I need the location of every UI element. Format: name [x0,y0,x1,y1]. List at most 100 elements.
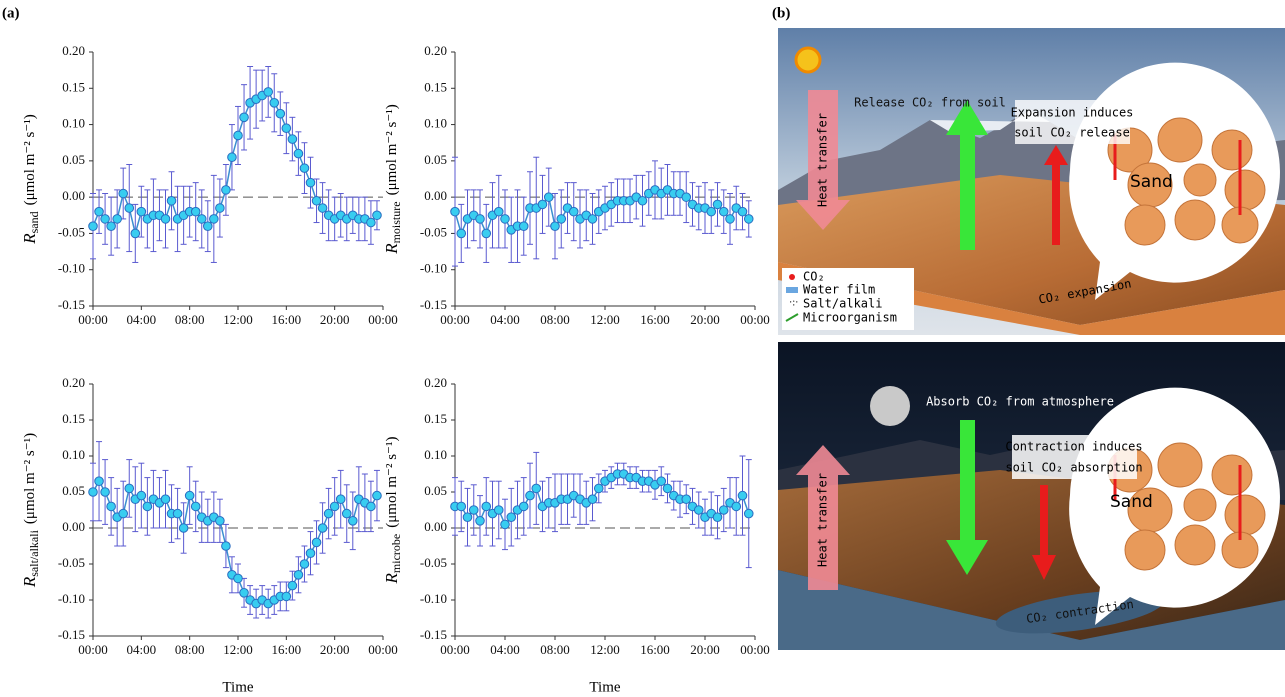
data-point [341,508,352,519]
data-point [537,199,548,210]
y-tick-label: 0.10 [424,116,447,131]
sun [794,46,822,74]
data-point [366,217,376,228]
data-point [493,505,504,515]
legend-label: Microorganism [803,311,897,325]
x-tick-label: 00:00 [78,312,108,327]
induces-label: Contraction induces [1005,440,1142,454]
y-tick-label: -0.10 [58,591,85,606]
y-tick-label: 0.20 [62,43,85,58]
data-point [281,591,292,602]
data-point [299,559,310,569]
y-tick-label: -0.15 [58,297,85,312]
legend-label: Salt/alkali [803,297,882,311]
data-point [100,214,110,224]
x-tick-label: 04:00 [127,642,157,657]
data-point [124,203,135,213]
x-tick-label: 00:00 [740,312,770,327]
sand-label: Sand [1110,492,1153,512]
y-label-symbol: R [382,243,401,255]
data-point [88,221,98,231]
data-point [269,98,280,108]
data-point [518,501,529,512]
data-point [737,206,748,217]
data-point [693,505,704,515]
x-tick-label: 12:00 [223,642,253,657]
data-point [94,206,104,217]
x-tick-label: 04:00 [127,312,157,327]
data-point [263,87,274,97]
sand-label: Sand [1130,172,1173,192]
y-label-subscript: sand [27,211,41,233]
data-point [656,476,667,487]
data-point [190,501,201,512]
co2-arrow [1032,485,1056,580]
y-tick-label: -0.15 [58,627,85,642]
legend-box [782,268,914,330]
data-point [178,523,189,533]
data-point [450,206,460,217]
y-tick-label: -0.10 [58,261,85,276]
data-point [184,490,195,501]
x-tick-label: 00:00 [368,312,398,327]
moon [870,386,910,426]
data-point [160,494,171,505]
y-axis-label: Rmoisture (μmol m⁻² s⁻¹) [382,104,403,255]
panel-label: (a) [2,5,20,21]
y-axis-label: Rsalt/alkali (μmol m⁻² s⁻¹) [20,433,41,588]
legend-swatch [786,287,798,293]
co2-arrow [1044,145,1068,245]
data-point [239,112,249,123]
data-point [475,516,485,526]
y-tick-label: -0.15 [420,627,447,642]
data-point [227,152,237,163]
y-tick-label: 0.00 [62,188,85,203]
data-point [556,214,567,224]
x-tick-label: 08:00 [540,642,570,657]
absorb-label: Absorb CO₂ from atmosphere [926,395,1114,409]
night-scene: Absorb CO₂ from atmosphere Contraction i… [778,342,1285,650]
data-point [106,221,116,231]
data-point [311,195,322,206]
data-point [329,501,340,512]
data-point [287,580,298,591]
release-label: Release CO₂ from soil [854,96,1006,110]
slab-side [778,570,1285,650]
y-tick-label: -0.05 [58,224,85,239]
y-tick-label: 0.15 [424,79,447,94]
y-tick-label: -0.15 [420,297,447,312]
legend-label: Water film [803,283,875,297]
x-tick-label: 16:00 [272,642,302,657]
grains [1107,442,1266,571]
induces-label: soil CO₂ release [1014,126,1130,140]
data-point [136,206,147,217]
y-tick-label: 0.00 [424,188,447,203]
y-axis-label: Rsand (μmol m⁻² s⁻¹) [20,114,41,245]
x-tick-label: 20:00 [690,642,720,657]
y-label-symbol: R [20,233,39,245]
data-point [366,501,376,512]
x-tick-label: 12:00 [590,642,620,657]
x-tick-label: 00:00 [440,312,470,327]
data-point [568,206,579,217]
y-tick-label: 0.05 [424,152,447,167]
data-point [743,214,754,224]
x-tick-label: 04:00 [490,312,520,327]
data-point [166,195,177,206]
x-tick-label: 00:00 [440,642,470,657]
y-tick-label: 0.05 [62,152,85,167]
data-point [681,192,692,202]
data-point [136,490,147,501]
x-tick-label: 00:00 [740,642,770,657]
data-point [518,221,529,231]
y-label-subscript: moisture [389,201,403,243]
x-tick-label: 04:00 [490,642,520,657]
data-point [202,221,213,231]
data-point [317,523,328,533]
y-tick-label: 0.05 [62,483,85,498]
y-tick-label: -0.05 [58,555,85,570]
x-axis-label: Time [589,679,620,695]
data-point [712,512,723,523]
legend-swatch: ·:· [789,297,798,308]
